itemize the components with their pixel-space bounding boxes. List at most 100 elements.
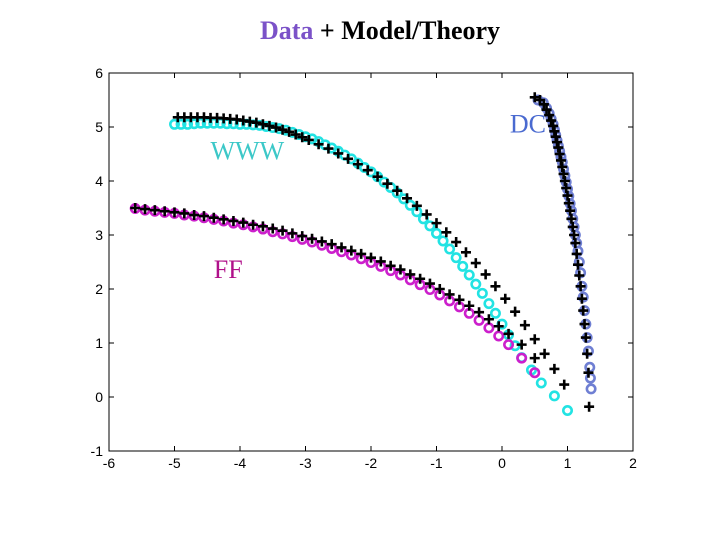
model-point: [470, 258, 481, 269]
data-point: [535, 377, 547, 389]
x-tick-label: -6: [103, 455, 116, 471]
model-point: [516, 339, 527, 350]
model-point: [552, 137, 563, 148]
data-point: [169, 118, 181, 130]
model-point: [454, 294, 465, 305]
model-point: [582, 348, 593, 359]
model-point: [548, 120, 559, 131]
chart-title-highlight: Data: [259, 16, 314, 45]
model-point: [218, 214, 229, 225]
model-point: [434, 284, 445, 294]
model-point: [189, 210, 200, 221]
model-point: [539, 348, 550, 359]
model-point: [550, 131, 561, 142]
model-point: [208, 212, 219, 223]
model-point: [553, 142, 564, 153]
y-tick-label: 0: [95, 389, 103, 405]
y-tick-label: 5: [95, 119, 103, 135]
model-point: [179, 208, 190, 219]
data-point: [503, 339, 515, 351]
model-point: [375, 256, 386, 267]
data-point: [575, 267, 587, 279]
model-point: [541, 104, 552, 115]
annotation-www: WWW: [211, 136, 285, 165]
model-point: [372, 171, 383, 182]
model-point: [290, 129, 301, 140]
model-point: [313, 139, 324, 150]
model-point: [346, 245, 357, 256]
data-point: [489, 307, 501, 319]
series-ff-model: [130, 203, 540, 364]
model-point: [352, 159, 363, 170]
model-point: [323, 143, 334, 154]
model-point: [284, 126, 295, 137]
data-point: [573, 256, 585, 268]
data-point: [572, 245, 584, 257]
data-point: [561, 404, 573, 416]
model-point: [493, 321, 504, 332]
data-point: [548, 390, 560, 402]
model-point: [529, 353, 540, 364]
model-point: [424, 278, 435, 289]
data-point: [424, 220, 436, 232]
model-point: [326, 239, 337, 250]
model-point: [566, 213, 577, 224]
model-point: [460, 247, 471, 258]
model-point: [544, 110, 555, 121]
model-point: [570, 238, 581, 249]
model-point: [362, 165, 373, 176]
y-tick-label: 1: [95, 335, 103, 351]
model-point: [576, 293, 587, 304]
model-point: [575, 281, 586, 292]
data-point: [470, 278, 482, 290]
model-point: [500, 293, 511, 304]
series-dc-model: [529, 92, 595, 412]
model-point: [580, 332, 591, 343]
model-point: [303, 134, 314, 145]
model-point: [529, 334, 540, 345]
y-tick-label: 4: [95, 173, 103, 189]
model-point: [562, 190, 573, 201]
model-point: [555, 155, 566, 166]
model-point: [490, 281, 501, 292]
model-point: [503, 328, 514, 339]
model-point: [510, 306, 521, 317]
model-point: [228, 215, 239, 226]
model-point: [405, 269, 416, 280]
model-point: [483, 314, 494, 325]
model-point: [554, 149, 565, 159]
series-www-model: [172, 112, 570, 390]
model-point: [583, 367, 594, 378]
model-point: [287, 228, 298, 239]
model-point: [480, 269, 491, 280]
chart-title-rest: + Model/Theory: [313, 16, 501, 45]
model-point: [392, 185, 403, 196]
model-point: [277, 124, 288, 135]
model-point: [385, 260, 396, 271]
model-point: [251, 117, 262, 128]
model-point: [149, 205, 160, 216]
model-point: [559, 379, 570, 390]
model-point: [584, 401, 595, 412]
model-point: [297, 231, 308, 242]
model-point: [561, 183, 572, 194]
model-point: [538, 99, 549, 110]
data-point: [516, 352, 528, 364]
x-tick-label: -3: [299, 455, 312, 471]
model-point: [579, 319, 590, 330]
data-point: [195, 117, 207, 129]
model-point: [558, 168, 569, 179]
data-point: [182, 118, 194, 130]
chart-title: Data + Model/Theory: [0, 16, 720, 46]
model-point: [130, 203, 141, 213]
model-point: [248, 219, 259, 230]
model-point: [474, 307, 485, 318]
data-point: [457, 260, 469, 272]
model-point: [578, 305, 589, 316]
model-point: [343, 153, 354, 164]
x-tick-label: -1: [430, 455, 443, 471]
model-point: [169, 207, 180, 218]
model-point: [411, 200, 422, 211]
x-tick-label: -2: [365, 455, 378, 471]
data-point: [450, 252, 462, 264]
